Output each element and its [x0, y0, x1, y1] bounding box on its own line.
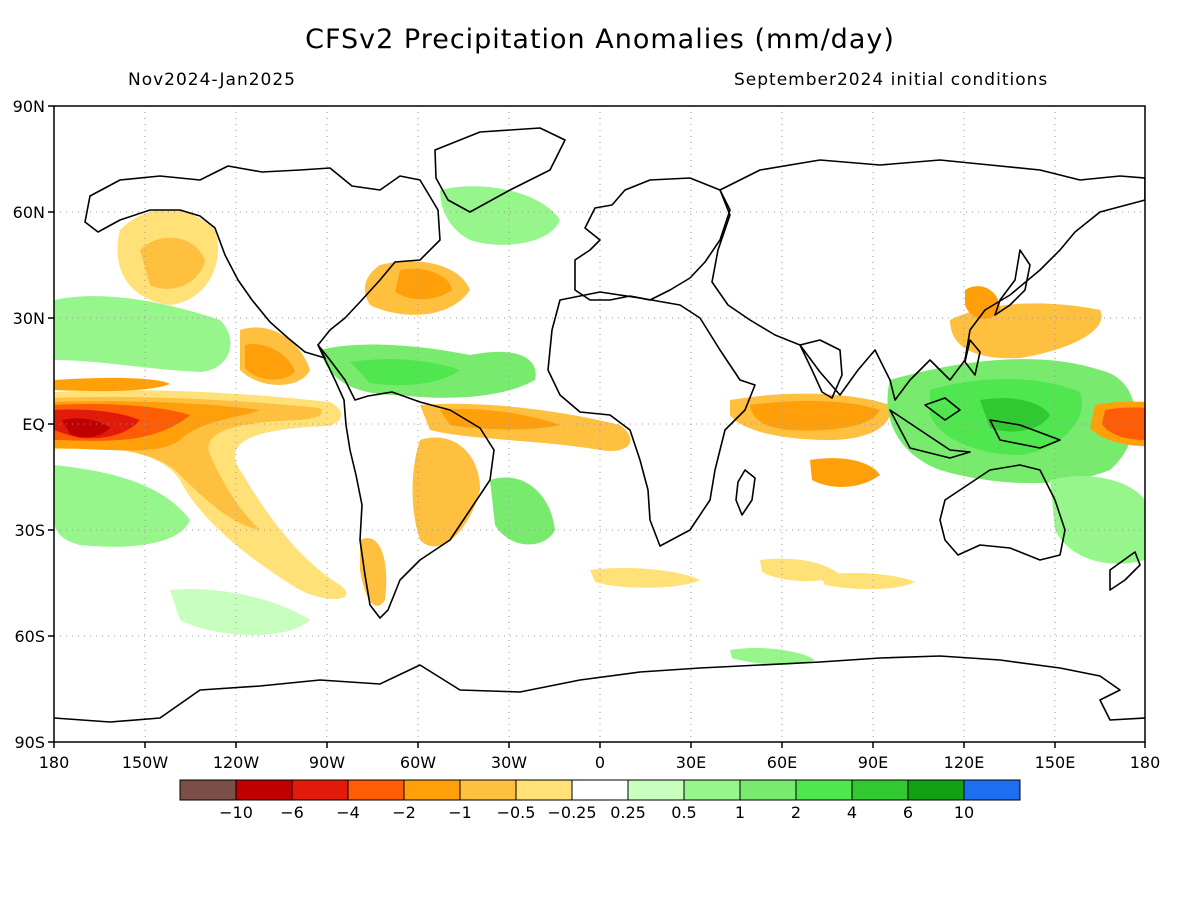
- lon-label: 0: [595, 753, 605, 772]
- map-body: [54, 106, 1145, 742]
- grid-lines: [54, 106, 1145, 742]
- lat-label: EQ: [22, 415, 45, 434]
- initial-conditions: September2024 initial conditions: [734, 70, 1049, 90]
- lat-label: 30N: [13, 309, 45, 328]
- lon-label: 30W: [491, 753, 527, 772]
- colorbar-swatch: [571, 779, 629, 801]
- colorbar-swatch: [683, 779, 741, 801]
- lon-label: 180: [1130, 753, 1161, 772]
- colorbar-swatch: [739, 779, 797, 801]
- lon-label: 120E: [944, 753, 985, 772]
- colorbar-label: −6: [280, 803, 304, 822]
- anomaly-fields: [54, 186, 1145, 665]
- colorbar-label: 4: [847, 803, 857, 822]
- colorbar-swatch: [235, 779, 293, 801]
- colorbar-swatch: [963, 779, 1021, 801]
- longitude-labels: 180 150W 120W 90W 60W 30W 0 30E 60E 90E …: [39, 753, 1161, 772]
- lat-label: 60N: [13, 203, 45, 222]
- lon-label: 30E: [676, 753, 706, 772]
- colorbar-swatch: [907, 779, 965, 801]
- map-title: CFSv2 Precipitation Anomalies (mm/day): [305, 24, 895, 55]
- lon-label: 180: [39, 753, 70, 772]
- colorbar-swatch: [459, 779, 517, 801]
- colorbar-swatch: [347, 779, 405, 801]
- colorbar-label: −0.5: [497, 803, 536, 822]
- lon-label: 90W: [309, 753, 345, 772]
- colorbar-label: −0.25: [547, 803, 596, 822]
- colorbar-label: 1: [735, 803, 745, 822]
- colorbar-label: −4: [336, 803, 360, 822]
- lon-label: 150E: [1035, 753, 1076, 772]
- colorbar-label: 6: [903, 803, 913, 822]
- colorbar-label: −10: [219, 803, 253, 822]
- colorbar-swatch: [795, 779, 853, 801]
- colorbar-swatch: [851, 779, 909, 801]
- colorbar-swatch: [291, 779, 349, 801]
- lat-label: 30S: [14, 521, 45, 540]
- coastlines: [54, 127, 1145, 723]
- lon-label: 60E: [767, 753, 797, 772]
- lon-label: 120W: [213, 753, 260, 772]
- lon-label: 60W: [400, 753, 436, 772]
- colorbar-label: 2: [791, 803, 801, 822]
- forecast-period: Nov2024-Jan2025: [128, 70, 296, 90]
- lon-label: 90E: [858, 753, 888, 772]
- lat-label: 60S: [14, 627, 45, 646]
- colorbar-swatch: [179, 779, 237, 801]
- colorbar: [179, 779, 1021, 801]
- colorbar-swatch: [515, 779, 573, 801]
- colorbar-label: 10: [954, 803, 974, 822]
- colorbar-label: −2: [392, 803, 416, 822]
- colorbar-label: −1: [448, 803, 472, 822]
- colorbar-swatch: [627, 779, 685, 801]
- lat-label: 90N: [13, 97, 45, 116]
- colorbar-swatch: [403, 779, 461, 801]
- latitude-labels: 90N 60N 30N EQ 30S 60S 90S: [13, 97, 45, 752]
- axis-ticks: [48, 105, 1146, 748]
- colorbar-labels: −10 −6 −4 −2 −1 −0.5 −0.25 0.25 0.5 1 2 …: [219, 803, 974, 822]
- lat-label: 90S: [14, 733, 45, 752]
- colorbar-label: 0.25: [610, 803, 646, 822]
- colorbar-label: 0.5: [671, 803, 696, 822]
- lon-label: 150W: [122, 753, 169, 772]
